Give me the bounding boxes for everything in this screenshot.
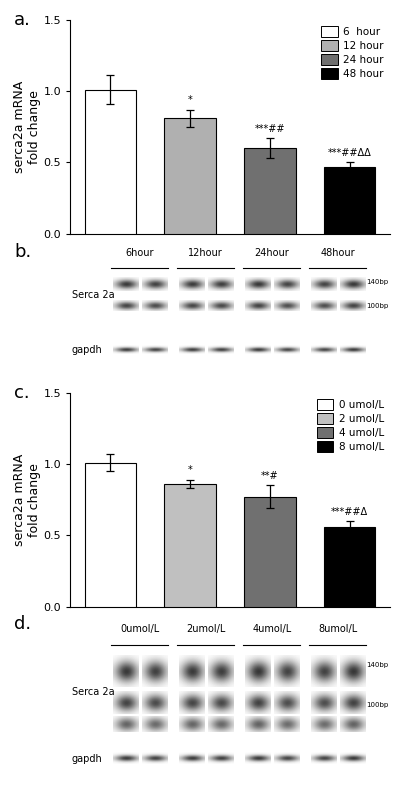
Text: 2umol/L: 2umol/L (186, 623, 226, 634)
Text: 0umol/L: 0umol/L (120, 623, 160, 634)
Text: 100bp: 100bp (366, 703, 388, 708)
Text: b.: b. (14, 243, 31, 260)
Bar (84, 90, 136, 234)
Text: gapdh: gapdh (72, 345, 102, 355)
Text: gapdh: gapdh (72, 754, 102, 763)
Y-axis label: serca2a mRNA
fold change: serca2a mRNA fold change (12, 80, 40, 173)
Text: 12hour: 12hour (188, 249, 223, 258)
Text: *: * (188, 95, 192, 105)
Bar (84, 463, 136, 607)
Bar (164, 118, 216, 234)
Text: 140bp: 140bp (366, 279, 388, 285)
Bar (324, 167, 376, 234)
Text: Serca 2a: Serca 2a (72, 290, 114, 300)
Legend: 6  hour, 12 hour, 24 hour, 48 hour: 6 hour, 12 hour, 24 hour, 48 hour (320, 25, 385, 80)
Text: **#: **# (261, 471, 279, 481)
Text: Serca 2a: Serca 2a (72, 687, 114, 697)
Text: 48hour: 48hour (320, 249, 355, 258)
Legend: 0 umol/L, 2 umol/L, 4 umol/L, 8 umol/L: 0 umol/L, 2 umol/L, 4 umol/L, 8 umol/L (316, 397, 385, 453)
Text: c.: c. (14, 384, 30, 402)
Text: 8umol/L: 8umol/L (318, 623, 358, 634)
Text: 4umol/L: 4umol/L (252, 623, 292, 634)
Bar (324, 527, 376, 607)
Text: 24hour: 24hour (254, 249, 289, 258)
Text: d.: d. (14, 615, 31, 633)
Text: 140bp: 140bp (366, 662, 388, 668)
Bar (244, 497, 296, 607)
Text: ***##Δ: ***##Δ (331, 507, 368, 517)
Text: *: * (188, 465, 192, 475)
Text: 6hour: 6hour (126, 249, 154, 258)
Bar (164, 484, 216, 607)
Text: ***##: ***## (255, 124, 285, 134)
Bar (244, 148, 296, 234)
Y-axis label: serca2a mRNA
fold change: serca2a mRNA fold change (12, 453, 40, 545)
Text: a.: a. (14, 11, 31, 29)
Text: ***##ΔΔ: ***##ΔΔ (328, 148, 372, 158)
Text: 100bp: 100bp (366, 303, 388, 309)
